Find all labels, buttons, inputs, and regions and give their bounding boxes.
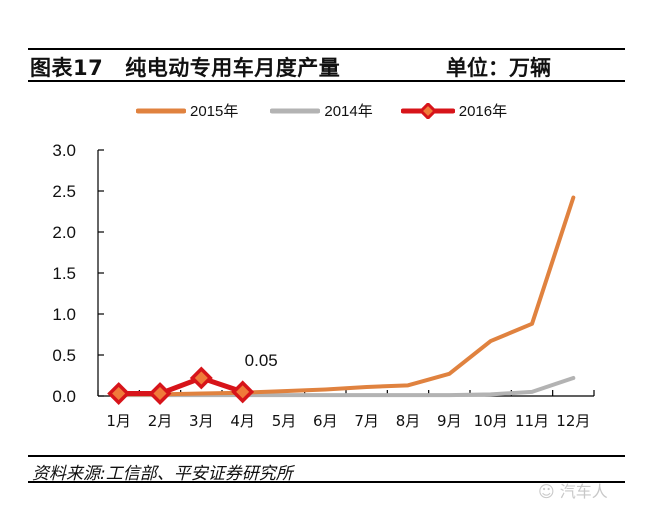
- legend-label-2015: 2015年: [190, 103, 239, 120]
- diamond-marker: [107, 382, 131, 406]
- series-line-2016年: [116, 375, 246, 397]
- chart-series: [107, 195, 576, 406]
- footer-top-rule: [28, 455, 625, 457]
- data-annotation: 0.05: [245, 351, 278, 370]
- y-tick-label: 2.5: [52, 182, 76, 201]
- legend-label-2014: 2014年: [324, 103, 373, 120]
- x-tick-label: 11月: [515, 412, 549, 430]
- chart-axes: 0.0 0.5 1.0 1.5 2.0 2.5 3.0 1月 2月 3月 4月 5月 6月 7月 8月 9月 1…: [52, 141, 595, 430]
- x-tick-label: 9月: [437, 412, 462, 430]
- y-tick-label: 2.0: [52, 223, 76, 242]
- y-tick-label: 0.5: [52, 346, 76, 365]
- x-tick-label: 12月: [556, 412, 590, 430]
- legend-line-2014-icon: [270, 108, 321, 113]
- legend-item-2014: 2014年: [270, 100, 373, 121]
- series-line-2015年: [116, 195, 576, 397]
- diamond-marker: [148, 382, 172, 406]
- footer-bottom-rule: [28, 481, 625, 483]
- chart-title: 图表17 纯电动专用车月度产量: [30, 52, 340, 82]
- watermark: ☺ 汽车人: [538, 478, 608, 502]
- x-tick-label: 6月: [313, 412, 338, 430]
- unit-label: 单位：万辆: [446, 56, 551, 80]
- x-tick-label: 10月: [474, 412, 508, 430]
- legend-item-2015: 2015年: [136, 100, 238, 121]
- x-tick-label: 4月: [230, 412, 255, 430]
- wechat-icon: ☺: [538, 482, 555, 501]
- y-tick-label: 3.0: [52, 141, 76, 160]
- x-tick-label: 1月: [106, 412, 131, 430]
- legend-label-2016: 2016年: [458, 103, 508, 120]
- legend-diamond-2016-icon: [400, 102, 455, 119]
- header-top-rule: [28, 48, 625, 50]
- legend: 2015年 2014年 2016年: [136, 100, 527, 121]
- x-tick-label: 5月: [272, 412, 297, 430]
- diamond-marker: [189, 366, 213, 390]
- legend-line-2015-icon: [136, 108, 186, 113]
- header-bottom-rule: [28, 80, 625, 82]
- x-tick-label: 2月: [148, 412, 173, 430]
- y-tick-label: 0.0: [52, 387, 76, 406]
- figure-label: 图表17: [30, 56, 104, 80]
- legend-item-2016: 2016年: [400, 100, 508, 121]
- y-tick-label: 1.5: [52, 264, 76, 283]
- y-tick-label: 1.0: [52, 305, 76, 324]
- x-tick-label: 7月: [354, 412, 379, 430]
- x-tick-label: 8月: [396, 412, 421, 430]
- title-text: 纯电动专用车月度产量: [125, 56, 341, 80]
- diamond-marker: [231, 380, 255, 404]
- watermark-text: 汽车人: [559, 482, 608, 501]
- source-note: 资料来源:工信部、平安证券研究所: [32, 464, 293, 484]
- x-tick-label: 3月: [189, 412, 214, 430]
